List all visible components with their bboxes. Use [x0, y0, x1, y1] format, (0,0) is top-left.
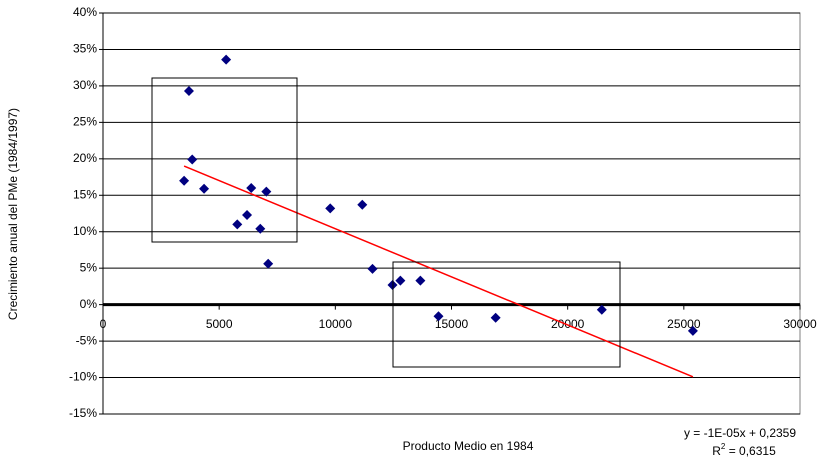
x-tick-label: 0	[100, 317, 107, 331]
y-tick-label: 5%	[80, 260, 98, 274]
data-point	[199, 183, 210, 194]
highlight-box	[392, 261, 621, 368]
data-point	[433, 311, 444, 322]
y-tick-label: 0%	[80, 297, 98, 311]
highlight-box	[151, 77, 298, 243]
x-tick-label: 20000	[551, 317, 585, 331]
data-point	[263, 258, 274, 269]
x-tick-label: 15000	[435, 317, 469, 331]
y-tick-label: 10%	[73, 224, 97, 238]
y-tick-label: 20%	[73, 151, 97, 165]
data-point	[490, 312, 501, 323]
trendline	[183, 165, 694, 378]
x-tick-label: 10000	[319, 317, 353, 331]
y-tick-label: 40%	[73, 5, 97, 19]
y-tick-label: 30%	[73, 78, 97, 92]
r-squared-prefix: R	[712, 444, 721, 458]
data-point	[357, 199, 368, 210]
r-squared: R2 = 0,6315	[712, 442, 776, 458]
r-squared-sup: 2	[721, 442, 726, 451]
data-point	[687, 325, 698, 336]
plot-area: -15% -10% -5% 0% 5% 10% 15% 20% 25% 30% 35% 40% 0 500…	[69, 5, 817, 420]
x-tick-label: 30000	[783, 317, 817, 331]
trend-equation: y = -1E-05x + 0,2359	[684, 426, 796, 440]
x-tick-label: 25000	[667, 317, 701, 331]
y-tick-label: 25%	[73, 115, 97, 129]
data-point	[183, 86, 194, 97]
y-tick-label: -10%	[69, 370, 97, 384]
data-point	[415, 275, 426, 286]
data-point	[387, 279, 398, 290]
data-point	[367, 263, 378, 274]
data-point	[179, 175, 190, 186]
data-point	[242, 209, 253, 220]
x-tick-label: 5000	[206, 317, 233, 331]
data-point	[232, 219, 243, 230]
y-tick-label: -15%	[69, 406, 97, 420]
data-point	[255, 223, 266, 234]
y-axis-title: Crecimiento anual del PMe (1984/1997)	[6, 108, 20, 320]
data-point	[246, 182, 257, 193]
y-tick-label: -5%	[76, 333, 98, 347]
data-point	[325, 203, 336, 214]
data-point	[395, 275, 406, 286]
data-point	[261, 186, 272, 197]
x-axis-title: Producto Medio en 1984	[403, 439, 534, 453]
data-point	[221, 54, 232, 65]
data-point	[187, 154, 198, 165]
data-point	[596, 304, 607, 315]
y-tick-label: 35%	[73, 42, 97, 56]
y-tick-label: 15%	[73, 187, 97, 201]
r-squared-text: = 0,6315	[725, 444, 776, 458]
